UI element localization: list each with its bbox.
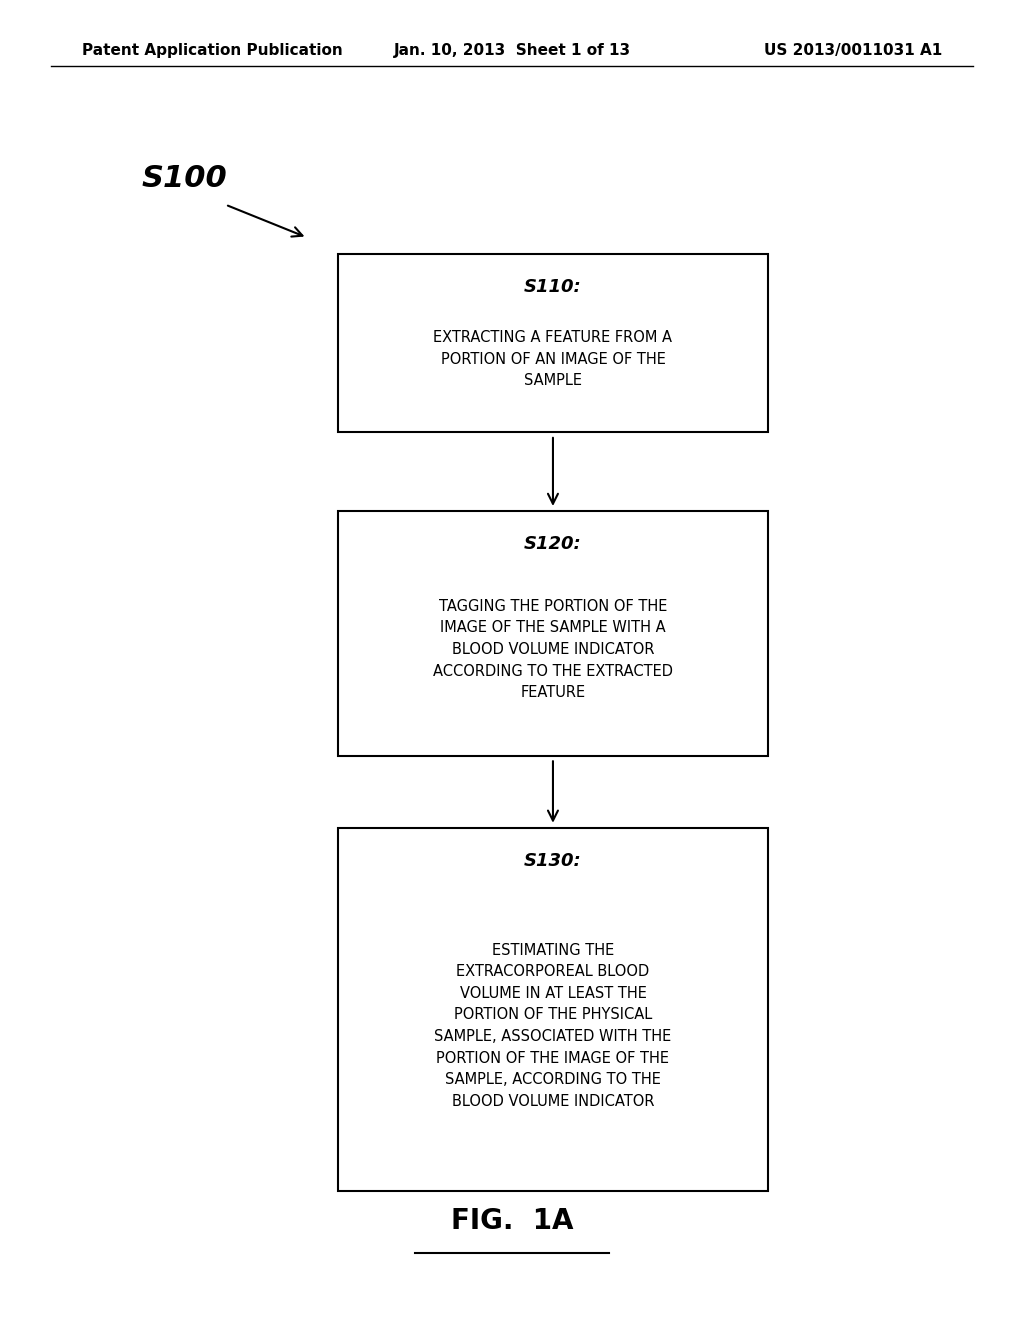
Text: EXTRACTING A FEATURE FROM A
PORTION OF AN IMAGE OF THE
SAMPLE: EXTRACTING A FEATURE FROM A PORTION OF A… [433,330,673,388]
Text: Patent Application Publication: Patent Application Publication [82,42,343,58]
FancyBboxPatch shape [338,511,768,755]
Text: US 2013/0011031 A1: US 2013/0011031 A1 [764,42,942,58]
Text: FIG.  1A: FIG. 1A [451,1206,573,1236]
FancyBboxPatch shape [338,253,768,433]
FancyBboxPatch shape [338,829,768,1192]
Text: Jan. 10, 2013  Sheet 1 of 13: Jan. 10, 2013 Sheet 1 of 13 [393,42,631,58]
Text: ESTIMATING THE
EXTRACORPOREAL BLOOD
VOLUME IN AT LEAST THE
PORTION OF THE PHYSIC: ESTIMATING THE EXTRACORPOREAL BLOOD VOLU… [434,942,672,1109]
Text: S120:: S120: [524,536,582,553]
Text: S110:: S110: [524,279,582,296]
Text: TAGGING THE PORTION OF THE
IMAGE OF THE SAMPLE WITH A
BLOOD VOLUME INDICATOR
ACC: TAGGING THE PORTION OF THE IMAGE OF THE … [433,599,673,700]
Text: S100: S100 [141,164,227,193]
Text: S130:: S130: [524,853,582,870]
